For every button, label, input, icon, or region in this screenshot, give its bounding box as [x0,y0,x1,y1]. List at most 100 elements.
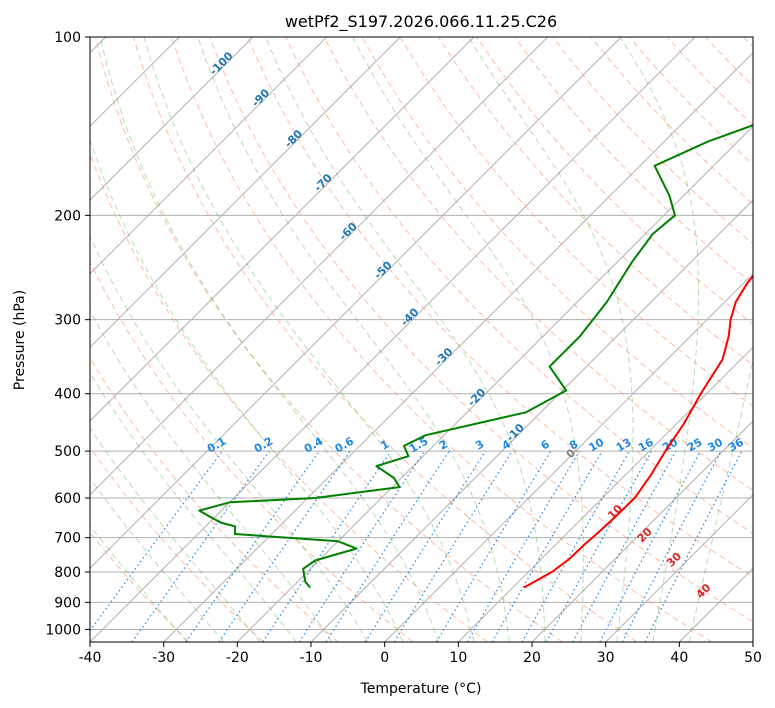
dry-adiabat-line [666,37,753,126]
isotherm-line [90,37,254,201]
mixing-ratio-label: 3 [473,438,486,453]
mixing-ratio-line [435,450,552,642]
mixing-ratio-line [325,450,450,642]
x-tick-label: -30 [152,650,175,666]
dry-adiabat-line [90,260,414,642]
isotherm-label: -30 [432,345,455,368]
y-tick-label: 200 [54,208,81,224]
dry-adiabat-line [209,37,753,623]
moist-adiabat-line [688,358,753,642]
x-axis-label: Temperature (°C) [360,681,482,697]
isotherm-label: -20 [465,386,488,409]
y-tick-label: 1000 [45,622,81,638]
mixing-ratio-label: 10 [587,435,607,454]
dry-adiabat-line [437,37,753,366]
moist-adiabat-label: 10 [605,502,625,522]
plot-area: 0.1 0.2 0.4 0.6 1 1.5 2 3 4 6 8 10 13 16 20 25 30 36-100-… [90,37,753,642]
dewpoint-line [198,124,753,589]
y-tick-label: 700 [54,531,81,547]
isotherm-line [90,37,328,275]
dry-adiabat-line [552,37,753,245]
isotherm-line [90,37,475,422]
x-tick-label: 0 [380,650,389,666]
plot-frame [89,36,754,643]
mixing-ratio-label: 0.4 [302,434,326,455]
moist-adiabat-line [143,37,475,642]
isotherm-label: -40 [398,305,421,328]
isotherm-label: -50 [371,258,394,281]
moist-adiabat-line [197,37,510,642]
isotherm-label: -90 [249,86,272,109]
mixing-ratio-line [572,450,677,642]
mixing-ratio-label: 1 [378,438,391,453]
moist-adiabat-line [90,309,333,642]
isotherm-line [605,493,753,642]
mixing-ratio-line [393,450,513,642]
mixing-ratio-label: 0.2 [252,435,275,456]
chart-title: wetPf2_S197.2026.066.11.25.C26 [285,12,557,32]
isotherm-label: -60 [337,220,360,243]
isotherm-line [90,37,401,349]
moist-adiabat-line [90,427,261,642]
y-tick-label: 900 [54,595,81,611]
x-tick-label: -10 [300,650,323,666]
mixing-ratio-line [521,450,631,642]
x-axis: -40 -30 -20 -10 0 10 20 30 40 50 [79,642,762,666]
isotherm-line [163,51,753,642]
y-tick-label: 600 [54,491,81,507]
dry-adiabat-line [90,446,264,642]
dry-adiabat-line [323,37,753,491]
isotherm-line [90,37,696,642]
y-tick-label: 800 [54,565,81,581]
mixing-ratio-line [131,450,270,642]
x-tick-label: -40 [79,650,102,666]
y-tick-label: 500 [54,444,81,460]
mixing-ratio-label: 0.1 [205,435,228,456]
mixing-ratio-line [218,450,351,642]
moist-adiabat-line [90,138,404,642]
dry-adiabat-line [247,37,753,578]
moist-adiabat-line [99,37,439,642]
isotherm-line [90,37,622,570]
moist-adiabat-line [90,371,297,642]
mixing-ratio-line [644,450,743,642]
dry-adiabat-line [704,37,753,87]
dry-adiabat-line [476,37,753,325]
dry-adiabat-line [132,37,638,642]
x-tick-label: 30 [597,650,615,666]
moist-adiabat-line [90,477,225,642]
dry-adiabat-line [285,37,753,535]
moist-adiabat-line [90,235,369,642]
isotherm-line [236,125,753,642]
isotherm-line [531,420,753,642]
isotherm-line [752,641,753,642]
y-axis-label: Pressure (hPa) [12,290,28,390]
dry-adiabat-line [90,356,339,642]
mixing-ratio-line [262,450,392,642]
moist-adiabat-line [265,37,546,642]
moist-adiabat-line [467,37,634,642]
temperature-line [523,274,753,589]
moist-adiabat-label: 40 [694,581,714,601]
isotherm-label: -100 [207,49,236,78]
mixing-ratio-line [298,450,425,642]
y-tick-label: 100 [54,30,81,46]
mixing-ratio-label: 6 [539,437,552,452]
moist-adiabat-line [619,37,699,642]
x-tick-label: -20 [226,650,249,666]
x-tick-label: 40 [670,650,688,666]
y-tick-label: 400 [54,387,81,403]
isotherm-line [384,272,753,642]
mixing-ratio-line [599,450,702,642]
moist-adiabat-line [352,37,584,642]
mixing-ratio-label: 36 [726,435,746,454]
moist-adiabat-line [90,524,188,642]
y-tick-label: 300 [54,313,81,329]
dry-adiabat-line [514,37,753,285]
mixing-ratio-line [466,450,580,642]
mixing-ratio-label: 2 [437,438,450,453]
isotherm-line [90,37,549,496]
dry-adiabat-line [90,531,190,642]
